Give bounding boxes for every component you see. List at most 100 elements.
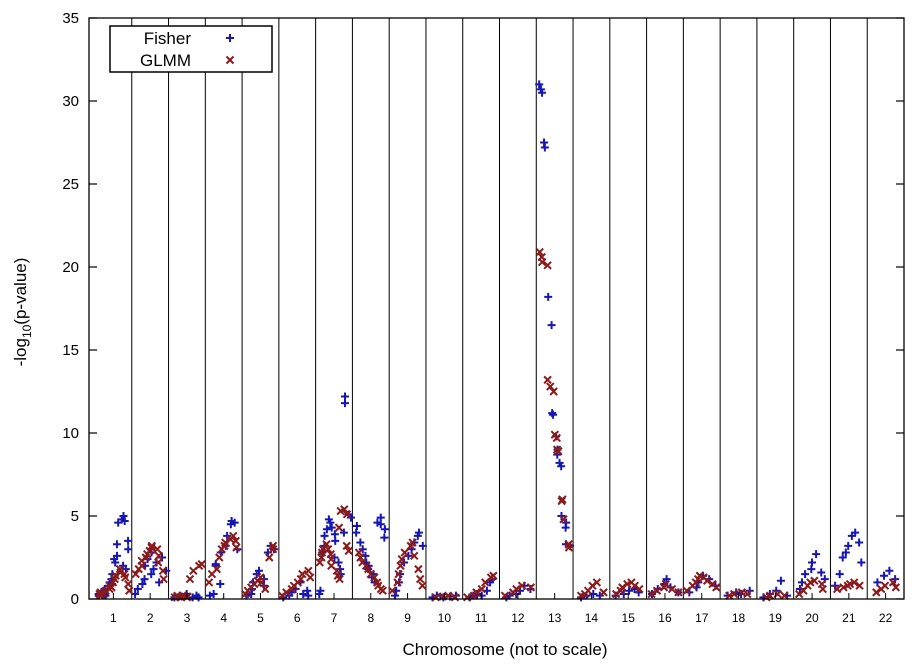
y-tick-label: 10 [62, 425, 79, 442]
glmm-point [298, 569, 307, 579]
glmm-point [599, 588, 608, 597]
x-tick-label: 10 [438, 611, 452, 625]
y-axis-title: -log10(p-value) [11, 258, 34, 367]
fisher-point [124, 545, 133, 554]
glmm-point [765, 591, 775, 600]
x-axis: 1 2 3 4 5 6 7 8 9 10 11 12 13 14 15 16 17 18 19 20 21 22 [110, 593, 893, 625]
fisher-point [380, 525, 389, 534]
fisher-point [340, 399, 349, 408]
glmm-point [891, 583, 901, 592]
fisher-point [138, 580, 147, 589]
legend-label-glmm: GLMM [140, 51, 191, 70]
fisher-point [147, 570, 156, 579]
y-tick-label: 25 [62, 176, 79, 193]
fisher-point [851, 528, 860, 537]
glmm-point [265, 553, 274, 562]
glmm-point [257, 578, 266, 587]
legend-marker-fisher [226, 34, 234, 42]
glmm-point [674, 588, 683, 597]
fisher-point [230, 518, 239, 527]
glmm-point [702, 576, 712, 585]
y-axis: 0 5 10 15 20 25 30 35 [62, 10, 904, 608]
x-tick-label: 3 [184, 611, 191, 625]
glmm-point [546, 382, 555, 391]
fisher-point [414, 528, 423, 537]
fisher-point [838, 553, 847, 562]
x-tick-label: 18 [732, 611, 746, 625]
x-tick-label: 20 [805, 611, 819, 625]
glmm-point [323, 544, 333, 554]
glmm-point [340, 505, 349, 514]
glmm-point [472, 588, 481, 597]
fisher-point [356, 538, 365, 547]
x-tick-label: 14 [585, 611, 599, 625]
glmm-point [725, 591, 734, 600]
glmm-point [526, 583, 536, 592]
glmm-point [552, 433, 561, 443]
fisher-point [209, 590, 218, 599]
glmm-point [712, 583, 721, 592]
glmm-point [559, 515, 568, 524]
glmm-point [370, 573, 379, 582]
fisher-point [812, 550, 821, 559]
fisher-point [255, 566, 264, 575]
fisher-point [133, 585, 142, 594]
plot-frame [88, 17, 905, 600]
fisher-point [124, 536, 133, 545]
glmm-point [872, 588, 881, 597]
glmm-point [414, 564, 423, 574]
glmm-point [306, 573, 315, 582]
fisher-point [113, 551, 122, 560]
glmm-point [557, 496, 566, 506]
fisher-point [322, 525, 331, 534]
glmm-point [618, 583, 627, 592]
fisher-point [119, 512, 128, 520]
glmm-point [388, 586, 397, 595]
glmm-point [356, 553, 365, 562]
fisher-point [538, 88, 547, 97]
glmm-point [418, 581, 427, 590]
glmm-point [647, 589, 656, 599]
glmm-point [121, 573, 130, 582]
x-tick-label: 21 [842, 611, 856, 625]
y-tick-label: 0 [71, 591, 79, 608]
glmm-point [153, 544, 162, 554]
fisher-point [140, 575, 149, 584]
glmm-point [554, 447, 563, 456]
glmm-point [810, 576, 819, 585]
fisher-point [320, 531, 329, 540]
fisher-point [540, 143, 549, 152]
glmm-point [743, 589, 752, 599]
glmm-point [335, 574, 344, 584]
glmm-point [204, 578, 214, 587]
glmm-point [410, 551, 419, 561]
glmm-point [232, 543, 241, 552]
glmm-point [158, 566, 168, 575]
fisher-point [334, 558, 343, 567]
glmm-point [667, 584, 677, 594]
glmm-point [185, 574, 195, 584]
x-tick-label: 12 [511, 611, 525, 625]
glmm-point [215, 553, 224, 562]
fisher-point [205, 591, 214, 600]
glmm-point [212, 564, 222, 574]
fisher-point [324, 515, 333, 524]
x-axis-title: Chromosome (not to scale) [402, 640, 607, 659]
glmm-point [489, 571, 498, 580]
x-tick-label: 19 [769, 611, 783, 625]
glmm-point [378, 586, 387, 595]
fisher-point [625, 586, 634, 595]
fisher-point [801, 570, 810, 579]
x-tick-label: 13 [548, 611, 562, 625]
fisher-point [595, 591, 604, 600]
fisher-point [776, 576, 785, 585]
chromosome-separators [131, 18, 868, 599]
fisher-point [835, 570, 844, 579]
fisher-point [855, 538, 864, 547]
glmm-point [652, 586, 662, 595]
fisher-point [112, 540, 121, 549]
glmm-point [396, 561, 405, 571]
fisher-point [544, 292, 553, 301]
glmm-point [780, 591, 789, 600]
